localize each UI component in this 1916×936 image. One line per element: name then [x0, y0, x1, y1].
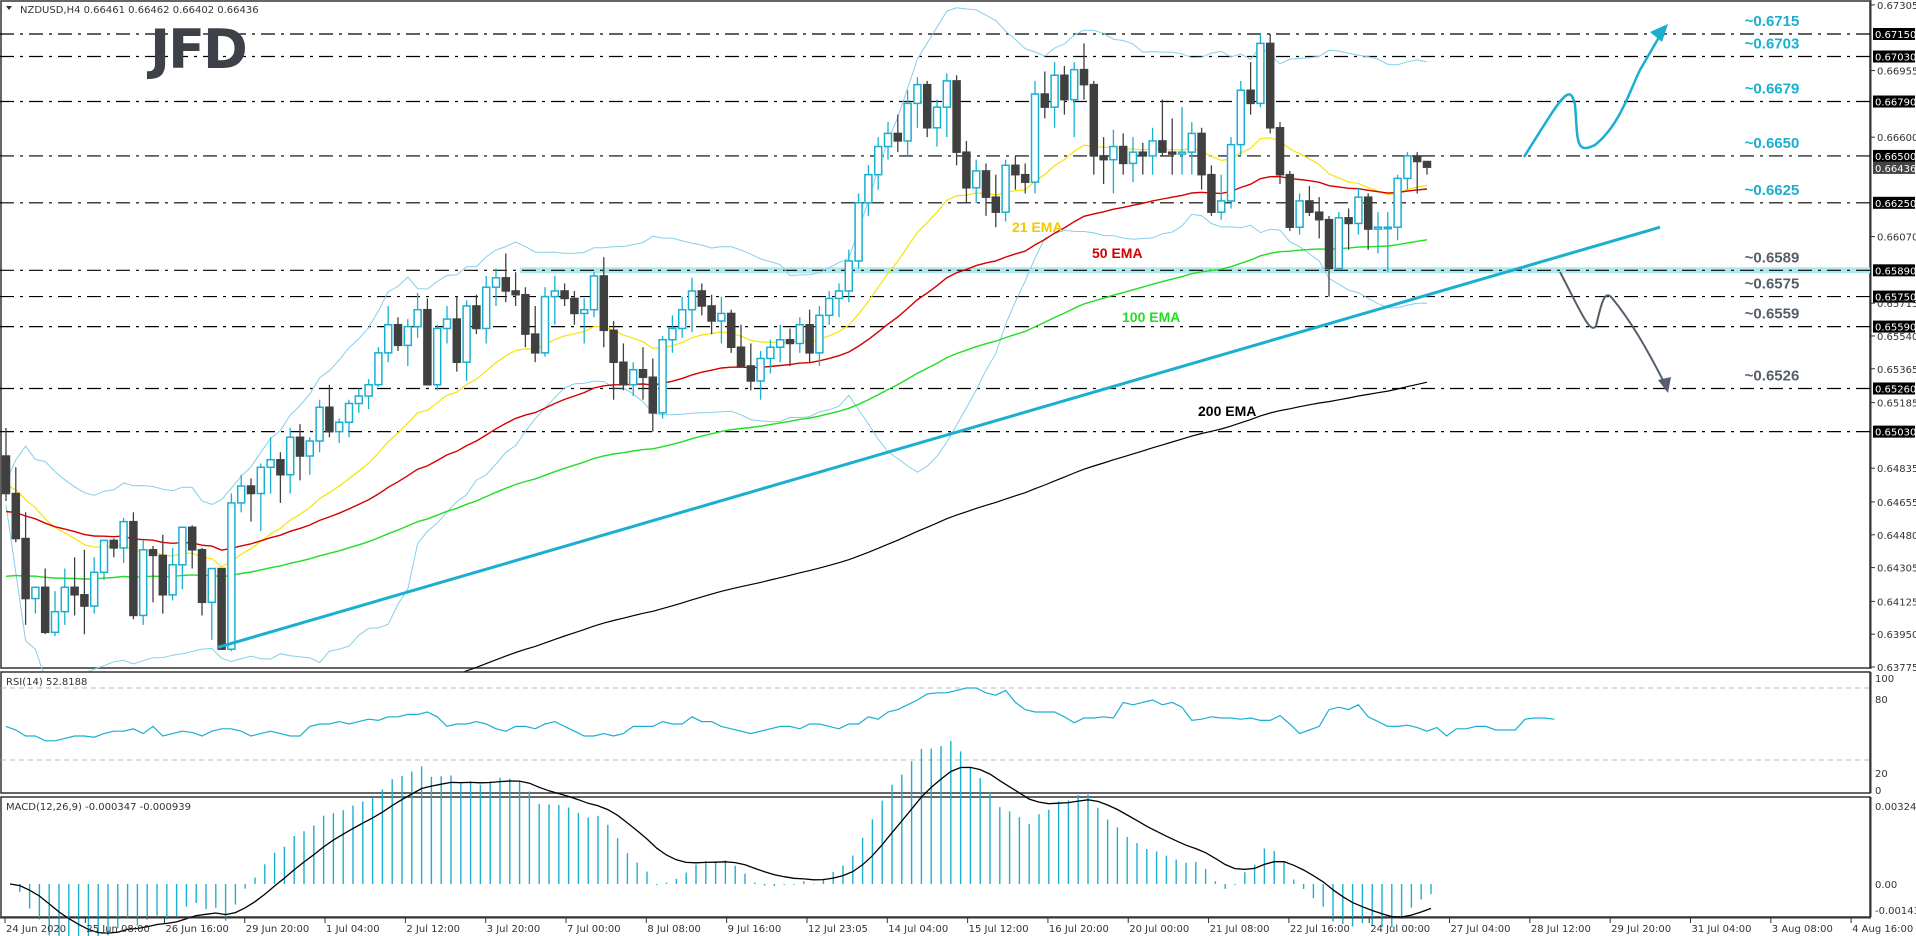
svg-text:0.66600: 0.66600 [1877, 133, 1916, 144]
svg-text:9 Jul 16:00: 9 Jul 16:00 [728, 924, 782, 935]
rsi-panel: RSI(14) 52.8188 [0, 671, 1871, 794]
svg-text:~0.6559: ~0.6559 [1745, 306, 1800, 323]
svg-text:0.65715: 0.65715 [1877, 299, 1916, 310]
svg-text:100 EMA: 100 EMA [1122, 309, 1180, 325]
price-tag: 0.65590 [1875, 323, 1916, 334]
svg-text:0.65540: 0.65540 [1877, 332, 1916, 343]
svg-text:3 Jul 20:00: 3 Jul 20:00 [487, 924, 541, 935]
svg-text:~0.6715: ~0.6715 [1745, 13, 1800, 30]
svg-text:0.66955: 0.66955 [1877, 67, 1916, 78]
price-tag: 0.65030 [1875, 428, 1916, 439]
svg-text:28 Jul 12:00: 28 Jul 12:00 [1531, 924, 1591, 935]
macd-panel-frame [0, 796, 1871, 918]
price-tag: 0.65260 [1875, 384, 1916, 395]
svg-text:0: 0 [1875, 786, 1881, 797]
svg-text:26 Jun 16:00: 26 Jun 16:00 [165, 924, 229, 935]
svg-text:0.64835: 0.64835 [1877, 464, 1916, 475]
bollinger-bands [5, 7, 1428, 683]
svg-text:0.66070: 0.66070 [1877, 233, 1916, 244]
macd-panel: MACD(12,26,9) -0.000347 -0.000939 [0, 741, 1871, 936]
price-tag: 0.66790 [1875, 98, 1916, 109]
svg-text:20 Jul 00:00: 20 Jul 00:00 [1129, 924, 1189, 935]
svg-text:0.64305: 0.64305 [1877, 564, 1916, 575]
svg-text:8 Jul 08:00: 8 Jul 08:00 [647, 924, 701, 935]
svg-text:~0.6575: ~0.6575 [1745, 276, 1800, 293]
horizontal-levels [0, 33, 1870, 433]
svg-text:14 Jul 04:00: 14 Jul 04:00 [888, 924, 948, 935]
svg-text:27 Jul 04:00: 27 Jul 04:00 [1451, 924, 1511, 935]
price-tag: 0.66436 [1875, 164, 1916, 175]
macd-histogram [9, 741, 1432, 936]
svg-text:15 Jul 12:00: 15 Jul 12:00 [969, 924, 1029, 935]
svg-text:0.00: 0.00 [1875, 880, 1897, 891]
time-axis: 24 Jun 2020 25 Jun 08:00 26 Jun 16:00 29 Ju… [0, 917, 1913, 935]
rsi-panel-frame [0, 671, 1871, 794]
price-tag: 0.67030 [1875, 53, 1916, 64]
svg-text:20: 20 [1875, 769, 1888, 780]
svg-text:-0.001438: -0.001438 [1875, 906, 1916, 917]
svg-text:0.65185: 0.65185 [1877, 399, 1916, 410]
svg-text:0.63775: 0.63775 [1877, 663, 1916, 674]
scenario-arrows [1522, 24, 1671, 393]
svg-text:0.64655: 0.64655 [1877, 498, 1916, 509]
rsi-header: RSI(14) 52.8188 [6, 677, 87, 688]
svg-text:~0.6650: ~0.6650 [1745, 135, 1800, 152]
svg-text:12 Jul 23:05: 12 Jul 23:05 [808, 924, 868, 935]
svg-text:0.64125: 0.64125 [1877, 597, 1916, 608]
svg-text:50 EMA: 50 EMA [1092, 245, 1143, 261]
svg-text:16 Jul 20:00: 16 Jul 20:00 [1049, 924, 1109, 935]
price-tag: 0.67150 [1875, 30, 1916, 41]
svg-text:24 Jun 2020: 24 Jun 2020 [6, 924, 66, 935]
ascending-trendline[interactable] [217, 225, 1661, 649]
ema-labels: 21 EMA 50 EMA 100 EMA 200 EMA [1012, 219, 1256, 419]
svg-text:~0.6589: ~0.6589 [1745, 249, 1800, 266]
rsi-line [1, 687, 1870, 761]
svg-text:25 Jun 08:00: 25 Jun 08:00 [86, 924, 150, 935]
candlesticks [1, 34, 1432, 652]
jfd-logo: JFD [146, 18, 248, 81]
svg-text:~0.6703: ~0.6703 [1745, 36, 1800, 53]
price-tag: 0.66500 [1875, 152, 1916, 163]
svg-text:1 Jul 04:00: 1 Jul 04:00 [326, 924, 380, 935]
svg-text:~0.6526: ~0.6526 [1745, 367, 1800, 384]
svg-text:0.65365: 0.65365 [1877, 365, 1916, 376]
collapse-triangle-icon[interactable] [6, 6, 12, 10]
svg-text:0.67305: 0.67305 [1877, 1, 1916, 12]
svg-text:0.003244: 0.003244 [1875, 802, 1916, 813]
main-price-panel: 21 EMA 50 EMA 100 EMA 200 EMA ~0.6715 ~0.670… [0, 0, 1871, 728]
price-tag: 0.65750 [1875, 293, 1916, 304]
level-labels: ~0.6715 ~0.6703 ~0.6679 ~0.6650 ~0.6625 ~0.65… [1745, 13, 1800, 384]
svg-text:0.63950: 0.63950 [1877, 630, 1916, 641]
svg-text:~0.6625: ~0.6625 [1745, 182, 1800, 199]
price-tag: 0.65890 [1875, 266, 1916, 277]
svg-text:100: 100 [1875, 674, 1894, 685]
svg-text:29 Jun 20:00: 29 Jun 20:00 [246, 924, 310, 935]
svg-text:3 Aug 08:00: 3 Aug 08:00 [1772, 924, 1833, 935]
svg-text:21 Jul 08:00: 21 Jul 08:00 [1210, 924, 1270, 935]
svg-text:200 EMA: 200 EMA [1198, 403, 1256, 419]
svg-text:22 Jul 16:00: 22 Jul 16:00 [1290, 924, 1350, 935]
symbol-header: NZDUSD,H4 0.66461 0.66462 0.66402 0.6643… [20, 5, 259, 16]
svg-text:4 Aug 16:00: 4 Aug 16:00 [1852, 924, 1913, 935]
macd-axis: 0.003244 0.00 -0.001438 [1870, 797, 1916, 917]
svg-text:2 Jul 12:00: 2 Jul 12:00 [406, 924, 460, 935]
svg-text:80: 80 [1875, 695, 1888, 706]
price-tag: 0.66250 [1875, 199, 1916, 210]
svg-text:24 Jul 00:00: 24 Jul 00:00 [1370, 924, 1430, 935]
svg-text:21 EMA: 21 EMA [1012, 219, 1063, 235]
svg-text:0.64480: 0.64480 [1877, 531, 1916, 542]
svg-text:~0.6679: ~0.6679 [1745, 81, 1800, 98]
logo-text: JFD [146, 18, 246, 81]
svg-text:7 Jul 00:00: 7 Jul 00:00 [567, 924, 621, 935]
svg-text:29 Jul 20:00: 29 Jul 20:00 [1611, 924, 1671, 935]
macd-header: MACD(12,26,9) -0.000347 -0.000939 [6, 802, 191, 813]
svg-text:31 Jul 04:00: 31 Jul 04:00 [1691, 924, 1751, 935]
price-axis: 0.67305 0.67150 0.67030 0.66955 0.66790 0.666… [1870, 0, 1916, 674]
rsi-axis: 100 80 20 0 [1870, 672, 1894, 797]
